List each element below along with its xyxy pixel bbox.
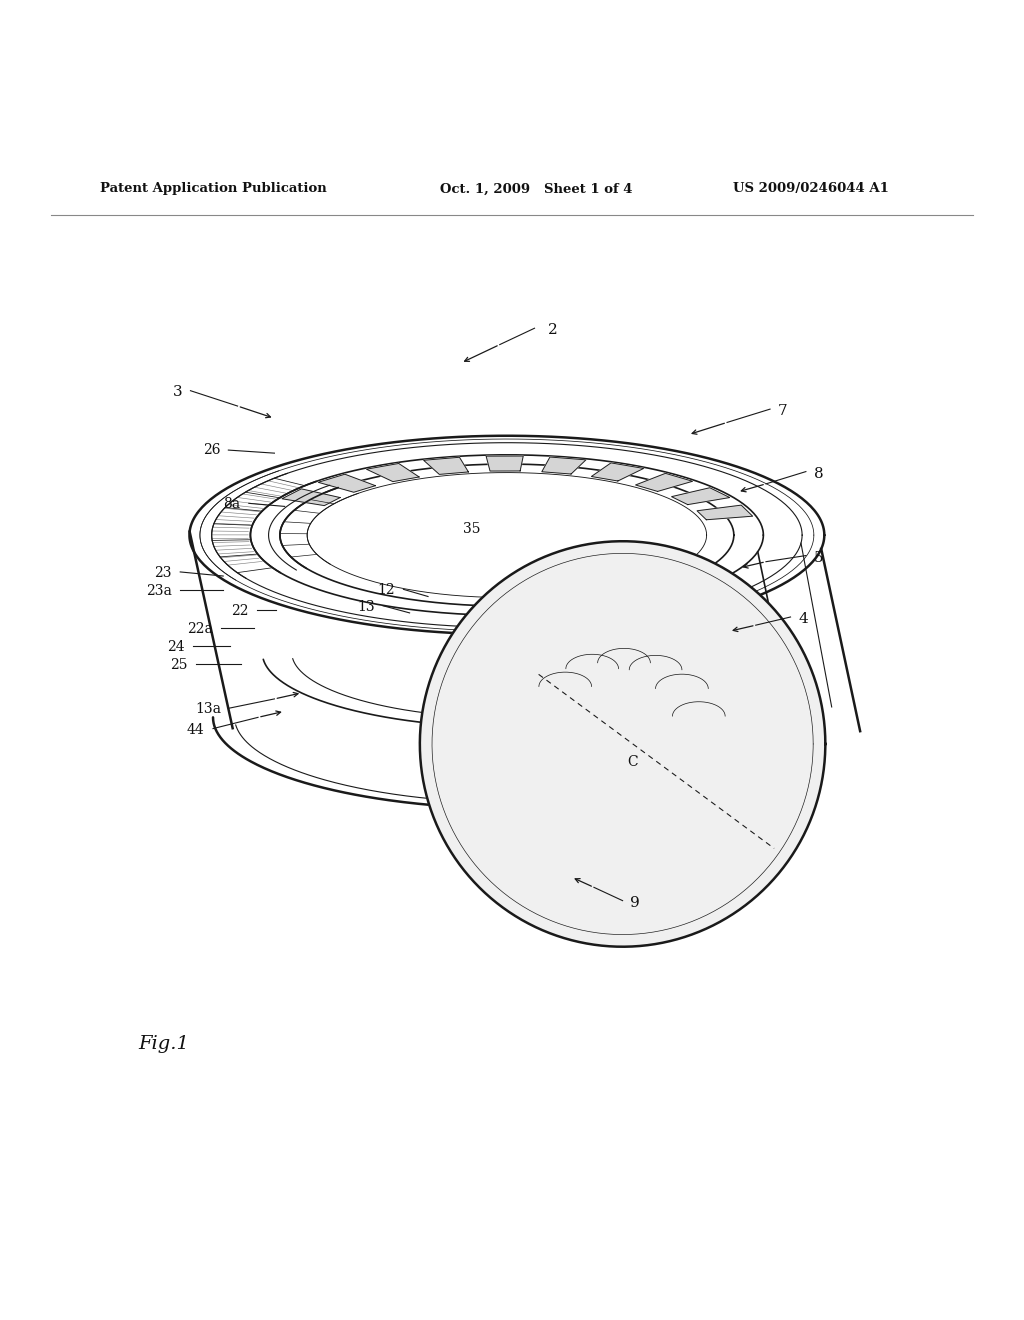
Text: 3: 3 — [173, 384, 182, 399]
Text: 26: 26 — [203, 444, 220, 457]
Text: 9: 9 — [630, 896, 640, 909]
Text: 12: 12 — [378, 583, 395, 598]
Polygon shape — [592, 463, 644, 480]
Text: 13: 13 — [357, 599, 375, 614]
Polygon shape — [636, 474, 692, 491]
Text: Oct. 1, 2009   Sheet 1 of 4: Oct. 1, 2009 Sheet 1 of 4 — [440, 182, 633, 195]
Polygon shape — [672, 488, 730, 504]
Text: 7: 7 — [778, 404, 787, 418]
Text: 5: 5 — [814, 550, 823, 565]
Text: 44: 44 — [187, 722, 205, 737]
Text: 35: 35 — [463, 521, 480, 536]
Text: 25: 25 — [170, 659, 187, 672]
Text: C: C — [628, 755, 638, 770]
Text: 2: 2 — [548, 323, 558, 338]
Polygon shape — [486, 455, 523, 471]
Polygon shape — [697, 506, 753, 520]
Text: 22: 22 — [231, 603, 249, 618]
Text: 23a: 23a — [146, 585, 172, 598]
Text: 22a: 22a — [187, 622, 213, 636]
Text: 4: 4 — [799, 612, 809, 626]
Text: US 2009/0246044 A1: US 2009/0246044 A1 — [733, 182, 889, 195]
Polygon shape — [318, 474, 376, 492]
Text: 13a: 13a — [196, 702, 221, 717]
Text: Fig.1: Fig.1 — [138, 1035, 189, 1053]
Polygon shape — [420, 541, 825, 946]
Text: 24: 24 — [167, 640, 184, 653]
Text: 8: 8 — [814, 467, 823, 480]
Text: 8a: 8a — [223, 498, 241, 511]
Polygon shape — [542, 457, 586, 474]
Polygon shape — [367, 463, 419, 482]
Text: 23: 23 — [155, 566, 172, 579]
Polygon shape — [424, 457, 468, 474]
Polygon shape — [282, 488, 340, 506]
Text: Patent Application Publication: Patent Application Publication — [100, 182, 327, 195]
